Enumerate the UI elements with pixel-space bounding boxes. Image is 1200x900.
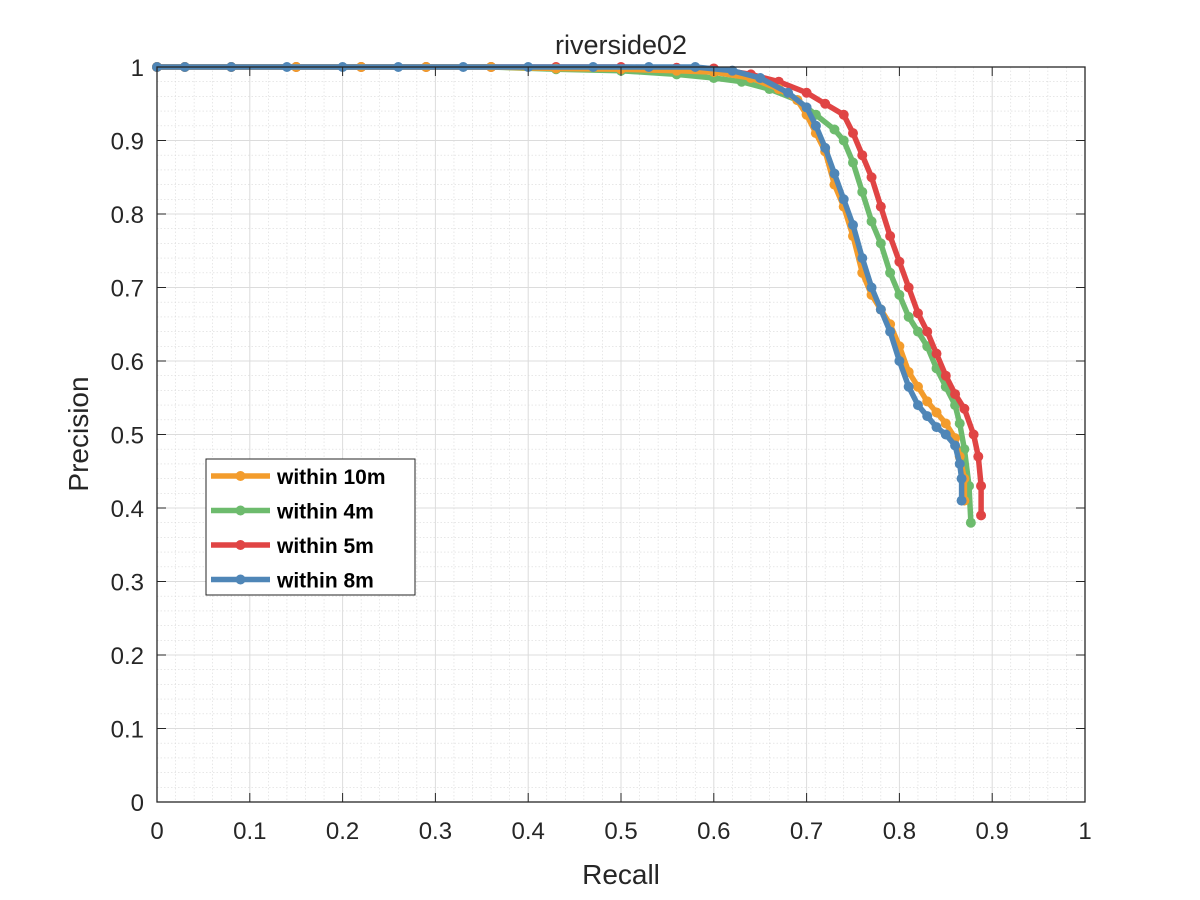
- series-point: [820, 99, 830, 109]
- series-point: [839, 110, 849, 120]
- series-point: [959, 404, 969, 414]
- series-point: [885, 268, 895, 278]
- x-tick-label: 1: [1078, 818, 1091, 845]
- x-tick-label: 0.6: [697, 818, 730, 845]
- y-tick-label: 0.4: [111, 496, 144, 523]
- y-tick-label: 0.2: [111, 643, 144, 670]
- y-tick-label: 0.6: [111, 349, 144, 376]
- series-point: [857, 187, 867, 197]
- series-point: [867, 216, 877, 226]
- y-tick-label: 0.5: [111, 423, 144, 450]
- series-point: [894, 356, 904, 366]
- legend: within 10m within 4m within 5m within 8m: [206, 459, 415, 595]
- series-point: [922, 411, 932, 421]
- series-point: [876, 202, 886, 212]
- chart-title: riverside02: [555, 30, 687, 60]
- series-point: [848, 158, 858, 168]
- series-point: [969, 430, 979, 440]
- legend-swatch-marker: [236, 471, 246, 481]
- x-tick-label: 0.2: [326, 818, 359, 845]
- y-tick-label: 1: [131, 55, 144, 82]
- series-point: [829, 169, 839, 179]
- series-point: [913, 308, 923, 318]
- y-tick-label: 0: [131, 790, 144, 817]
- series-point: [839, 136, 849, 146]
- series-point: [829, 124, 839, 134]
- series-point: [904, 283, 914, 293]
- x-tick-label: 0.9: [976, 818, 1009, 845]
- y-axis-label: Precision: [63, 376, 94, 491]
- series-point: [802, 88, 812, 98]
- series-point: [904, 312, 914, 322]
- legend-swatch-marker: [236, 575, 246, 585]
- series-point: [973, 452, 983, 462]
- series-point: [839, 194, 849, 204]
- x-tick-label: 0.3: [419, 818, 452, 845]
- series-point: [950, 389, 960, 399]
- series-point: [966, 518, 976, 528]
- series-point: [848, 128, 858, 138]
- x-tick-label: 0.1: [233, 818, 266, 845]
- series-point: [950, 441, 960, 451]
- y-tick-label: 0.3: [111, 570, 144, 597]
- series-point: [913, 382, 923, 392]
- series-point: [941, 371, 951, 381]
- y-tick-label: 0.9: [111, 129, 144, 156]
- x-tick-label: 0.4: [512, 818, 545, 845]
- series-point: [932, 422, 942, 432]
- x-tick-label: 0.7: [790, 818, 823, 845]
- series-point: [904, 382, 914, 392]
- series-point: [955, 418, 965, 428]
- legend-swatch-marker: [236, 506, 246, 516]
- series-point: [922, 327, 932, 337]
- series-point: [941, 430, 951, 440]
- legend-swatch-marker: [236, 540, 246, 550]
- legend-label: within 10m: [276, 466, 386, 489]
- y-tick-label: 0.7: [111, 276, 144, 303]
- series-point: [811, 121, 821, 131]
- x-tick-label: 0.5: [604, 818, 637, 845]
- y-tick-label: 0.1: [111, 717, 144, 744]
- series-point: [885, 327, 895, 337]
- series-point: [857, 253, 867, 263]
- series-point: [957, 474, 967, 484]
- series-point: [867, 283, 877, 293]
- legend-label: within 5m: [276, 535, 374, 558]
- legend-label: within 4m: [276, 501, 374, 524]
- x-tick-label: 0.8: [883, 818, 916, 845]
- series-point: [932, 407, 942, 417]
- legend-label: within 8m: [276, 570, 374, 593]
- x-axis-label: Recall: [582, 859, 660, 890]
- series-point: [755, 73, 765, 83]
- series-point: [894, 257, 904, 267]
- series-point: [876, 238, 886, 248]
- series-point: [957, 496, 967, 506]
- series-point: [913, 327, 923, 337]
- series-point: [867, 172, 877, 182]
- series-point: [941, 418, 951, 428]
- series-point: [783, 88, 793, 98]
- series-point: [922, 396, 932, 406]
- series-point: [885, 231, 895, 241]
- series-point: [955, 459, 965, 469]
- series-point: [894, 290, 904, 300]
- series-point: [848, 220, 858, 230]
- series-point: [932, 349, 942, 359]
- series-point: [913, 400, 923, 410]
- series-point: [802, 102, 812, 112]
- series-point: [976, 481, 986, 491]
- series-point: [976, 510, 986, 520]
- x-tick-label: 0: [150, 818, 163, 845]
- series-point: [857, 150, 867, 160]
- series-point: [820, 143, 830, 153]
- y-tick-label: 0.8: [111, 202, 144, 229]
- series-point: [876, 305, 886, 315]
